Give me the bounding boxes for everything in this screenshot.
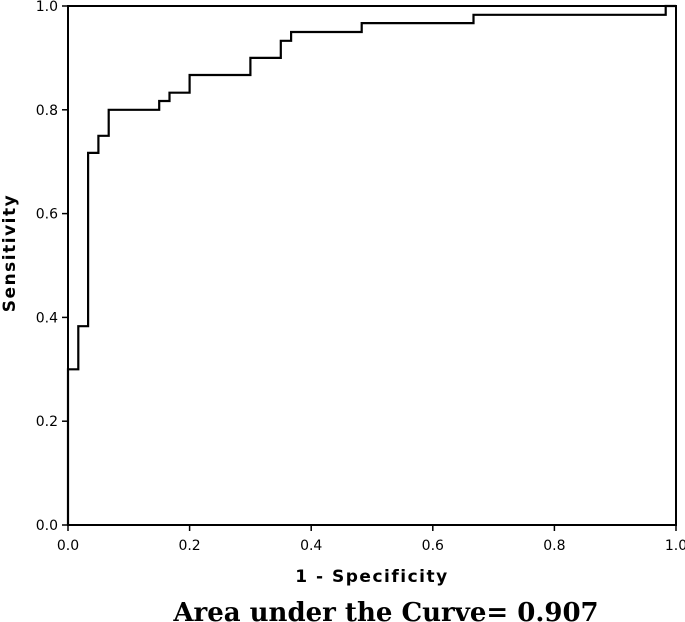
x-axis-label: 1 - Specificity xyxy=(295,567,448,587)
y-tick-label: 0.8 xyxy=(36,103,58,119)
series-group xyxy=(66,4,676,525)
y-ticks: 0.0 0.2 0.4 0.6 0.8 1.0 xyxy=(36,0,68,534)
y-tick-label: 1.0 xyxy=(36,0,58,15)
x-tick-label: 0.2 xyxy=(178,538,200,554)
x-tick-label: 1.0 xyxy=(665,538,685,554)
axes xyxy=(67,5,677,526)
auc-caption: Area under the Curve= 0.907 xyxy=(172,598,598,622)
plot-frame xyxy=(67,5,677,526)
x-tick-label: 0.6 xyxy=(422,538,444,554)
y-tick-label: 0.4 xyxy=(36,310,58,326)
y-tick-label: 0.0 xyxy=(36,518,58,534)
x-tick-label: 0.4 xyxy=(300,538,322,554)
x-tick-label: 0.8 xyxy=(543,538,565,554)
y-tick-label: 0.6 xyxy=(36,207,58,223)
x-tick-label: 0.0 xyxy=(57,538,79,554)
x-ticks: 0.0 0.2 0.4 0.6 0.8 1.0 xyxy=(57,525,685,554)
y-axis-label: Sensitivity xyxy=(0,194,20,312)
y-tick-label: 0.2 xyxy=(36,414,58,430)
roc-curve-line xyxy=(66,4,676,525)
